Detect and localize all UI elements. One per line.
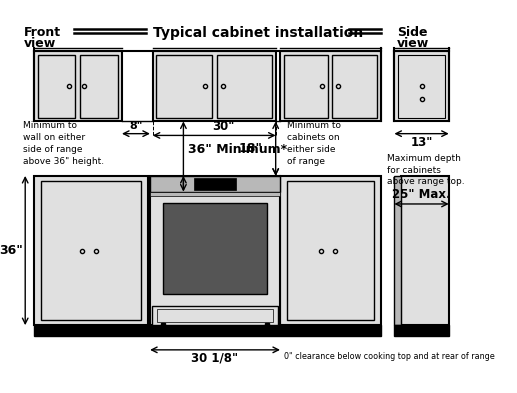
Text: 0" clearance below cooking top and at rear of range: 0" clearance below cooking top and at re… [284,352,495,361]
Bar [398,55,445,118]
Bar [194,178,236,190]
Bar [80,55,118,118]
Bar [150,192,280,196]
Bar [38,55,75,118]
Bar [157,309,273,322]
Text: Side: Side [397,26,428,39]
Bar [34,176,148,325]
Bar [401,176,449,325]
Bar [394,176,401,325]
Text: 36": 36" [0,244,23,257]
Bar [394,51,449,121]
Bar [34,51,122,121]
Text: Front: Front [23,26,60,39]
Bar [156,55,211,118]
Text: Minimum to
cabinets on
either side
of range: Minimum to cabinets on either side of ra… [287,121,341,166]
Text: 36" Minimum*: 36" Minimum* [188,143,287,156]
Text: view: view [397,37,429,50]
Bar [150,176,280,325]
Bar [284,55,328,118]
Text: 30": 30" [212,120,234,133]
Bar [152,306,278,325]
Bar [332,55,377,118]
Text: 13": 13" [410,136,433,149]
Bar [34,325,381,336]
Bar [217,55,272,118]
Bar [163,203,267,294]
Text: Minimum to
wall on either
side of range
above 36" height.: Minimum to wall on either side of range … [23,121,104,166]
Text: 8": 8" [129,121,143,131]
Bar [287,181,374,320]
Text: Maximum depth
for cabinets
above range top.: Maximum depth for cabinets above range t… [387,154,465,186]
Bar [394,325,449,336]
Text: 30 1/8": 30 1/8" [191,352,239,365]
Text: 18": 18" [238,142,263,155]
Bar [280,176,381,325]
Bar [150,176,280,192]
Bar [280,51,381,121]
Text: Typical cabinet installation: Typical cabinet installation [153,26,363,40]
Text: 25" Max.: 25" Max. [392,188,451,201]
Bar [41,181,141,320]
Bar [153,51,276,121]
Text: view: view [23,37,56,50]
